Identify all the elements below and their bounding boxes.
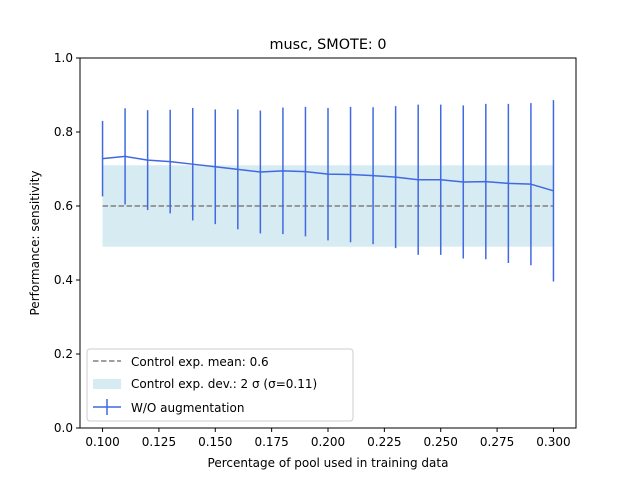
x-tick-label: 0.100: [85, 435, 119, 449]
x-tick-label: 0.200: [311, 435, 345, 449]
x-tick-label: 0.150: [198, 435, 232, 449]
legend-band-label: Control exp. dev.: 2 σ (σ=0.11): [131, 377, 317, 391]
legend-series-label: W/O augmentation: [131, 401, 244, 415]
x-tick-label: 0.250: [424, 435, 458, 449]
chart-title: musc, SMOTE: 0: [269, 37, 386, 53]
y-tick-label: 0.4: [54, 273, 73, 287]
x-tick-label: 0.175: [254, 435, 288, 449]
legend-box: [86, 348, 354, 422]
y-tick-label: 0.2: [54, 347, 73, 361]
plot-area: [101, 100, 555, 282]
x-tick-label: 0.275: [480, 435, 514, 449]
y-tick-label: 0.8: [54, 125, 73, 139]
y-tick-label: 0.0: [54, 421, 73, 435]
x-tick-label: 0.300: [536, 435, 570, 449]
x-tick-label: 0.225: [367, 435, 401, 449]
x-tick-label: 0.125: [142, 435, 176, 449]
legend: Control exp. mean: 0.6 Control exp. dev.…: [86, 348, 354, 422]
legend-band-swatch: [93, 379, 121, 389]
y-tick-label: 1.0: [54, 51, 73, 65]
y-axis-label: Performance: sensitivity: [28, 170, 42, 315]
x-axis-label: Percentage of pool used in training data: [208, 456, 449, 470]
legend-mean-label: Control exp. mean: 0.6: [131, 355, 269, 369]
x-axis-ticks: 0.100 0.125 0.150 0.175 0.200 0.225 0.250 0.275…: [85, 428, 571, 449]
y-axis-ticks: 0.0 0.2 0.4 0.6 0.8 1.0: [54, 51, 80, 435]
series-line: [102, 155, 554, 192]
y-tick-label: 0.6: [54, 199, 73, 213]
